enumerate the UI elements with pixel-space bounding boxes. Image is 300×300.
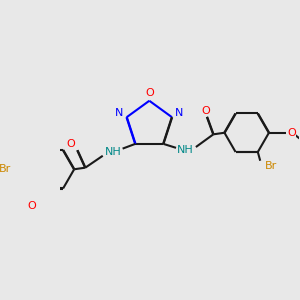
Text: O: O [201, 106, 210, 116]
Text: N: N [175, 108, 183, 118]
Text: Br: Br [0, 164, 11, 174]
Text: NH: NH [105, 147, 122, 157]
Text: Br: Br [264, 161, 277, 171]
Text: NH: NH [177, 145, 194, 155]
Text: O: O [27, 201, 36, 211]
Text: O: O [67, 139, 75, 149]
Text: O: O [288, 128, 296, 138]
Text: O: O [145, 88, 154, 98]
Text: N: N [115, 108, 124, 118]
